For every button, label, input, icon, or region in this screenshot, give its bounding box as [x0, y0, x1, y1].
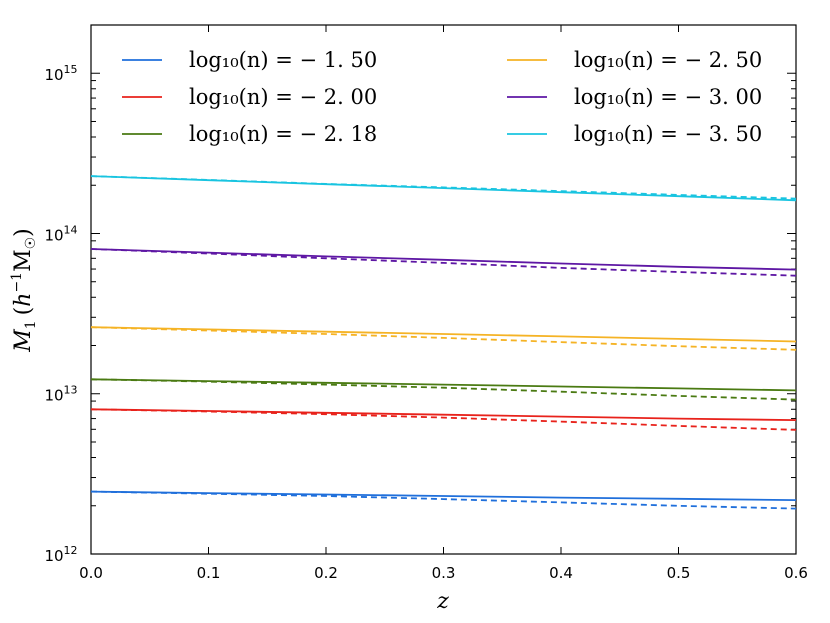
series-0-dashed-line [90, 490, 797, 510]
legend-label: log₁₀(n) = − 2. 50 [574, 48, 762, 72]
series-1-dashed-line [90, 408, 797, 431]
legend-entry: log₁₀(n) = − 3. 50 [507, 122, 762, 146]
x-tick-label: 0.4 [549, 564, 573, 582]
legend-label: log₁₀(n) = − 3. 50 [574, 122, 762, 146]
series-4-solid-line [90, 248, 797, 271]
legend-entry: log₁₀(n) = − 3. 00 [507, 85, 762, 109]
legend-entry: log₁₀(n) = − 2. 00 [122, 85, 377, 109]
lines-layer [90, 175, 797, 510]
series-1-solid-line [90, 408, 797, 421]
legend-label: log₁₀(n) = − 2. 00 [189, 85, 377, 109]
legend-label: log₁₀(n) = − 1. 50 [189, 48, 377, 72]
y-tick-label: 1013 [44, 384, 77, 405]
x-tick-label: 0.2 [314, 564, 338, 582]
y-label-close: ) [11, 228, 36, 237]
y-label-exp: −1 [9, 272, 25, 293]
x-tick-label: 0.3 [432, 564, 456, 582]
ticks-layer: 0.0 0.1 0.2 0.3 0.4 0.5 0.6 1012 1013 1014 1015 [44, 25, 808, 582]
series-0-solid-line [90, 490, 797, 501]
y-tick-label: 1015 [44, 63, 77, 84]
series-2-solid-line [90, 378, 797, 392]
legend-label: log₁₀(n) = − 2. 18 [189, 122, 377, 146]
series-4-dashed-line [90, 248, 797, 277]
legend-entry: log₁₀(n) = − 1. 50 [122, 48, 377, 72]
x-tick-label: 0.6 [784, 564, 808, 582]
y-label-sub: 1 [23, 320, 39, 329]
x-tick-label: 0.0 [79, 564, 103, 582]
y-label-msun-sub: ☉ [23, 237, 39, 250]
x-tick-label: 0.5 [667, 564, 691, 582]
y-label-symbol: M [11, 329, 36, 353]
y-tick-label: 1012 [44, 544, 77, 565]
series-2-dashed-line [90, 378, 797, 401]
svg-text:M1(h−1M☉): M1(h−1M☉) [9, 228, 39, 353]
y-axis-label: M1(h−1M☉) [9, 228, 39, 353]
legend-entry: log₁₀(n) = − 2. 50 [507, 48, 762, 72]
legend: log₁₀(n) = − 1. 50 log₁₀(n) = − 2. 00 log₁… [122, 48, 762, 146]
series-3-dashed-line [90, 326, 797, 351]
series-5-solid-line [90, 175, 797, 202]
legend-label: log₁₀(n) = − 3. 00 [574, 85, 762, 109]
legend-entry: log₁₀(n) = − 2. 18 [122, 122, 377, 146]
x-tick-label: 0.1 [197, 564, 221, 582]
y-label-msun: M [11, 249, 36, 272]
y-label-open: ( [11, 307, 36, 316]
y-label-h: h [11, 293, 36, 307]
series-3-solid-line [90, 326, 797, 343]
y-tick-label: 1014 [44, 223, 77, 244]
x-axis-label: z [436, 589, 449, 614]
